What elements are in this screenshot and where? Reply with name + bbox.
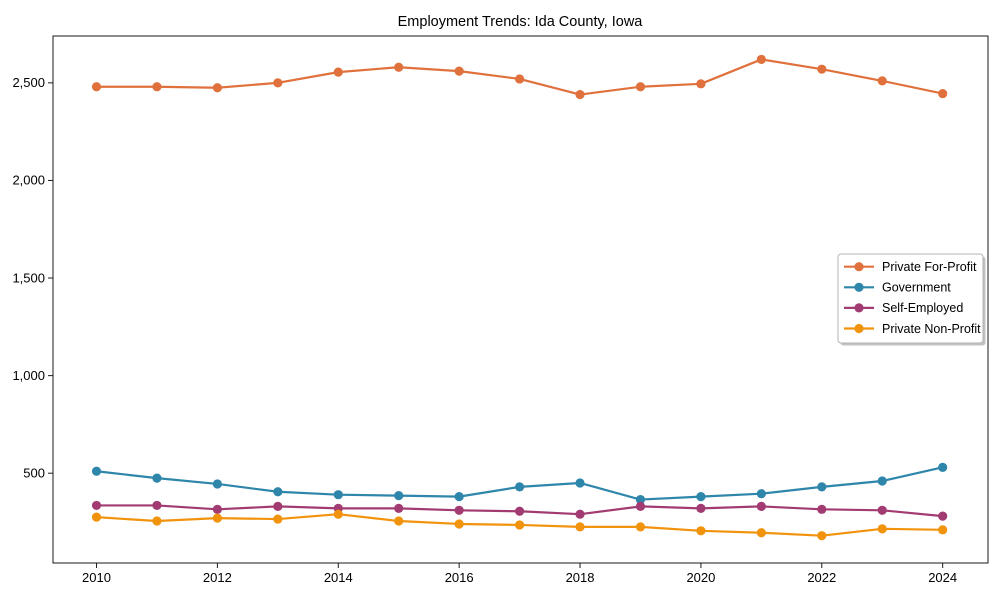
- data-point-private-non-profit-2011: [152, 516, 162, 526]
- data-point-self-employed-2011: [152, 500, 162, 511]
- data-point-private-non-profit-2010: [91, 512, 102, 522]
- data-point-government-2016: [454, 492, 464, 502]
- x-tick-label: 2012: [203, 570, 232, 585]
- data-point-self-employed-2022: [817, 504, 827, 514]
- data-point-private-non-profit-2023: [877, 524, 887, 534]
- legend-entry-government: Government: [844, 281, 951, 295]
- x-tick-label: 2014: [324, 570, 353, 585]
- legend-marker-private-for-profit: [854, 262, 864, 272]
- data-point-private-for-profit-2022: [817, 64, 827, 74]
- data-point-government-2015: [394, 491, 404, 501]
- data-point-government-2018: [575, 478, 585, 488]
- data-point-private-for-profit-2018: [575, 89, 585, 100]
- legend-entry-self-employed: Self-Employed: [844, 301, 963, 315]
- y-axis-ticks: 500 1,000 1,500 2,000 2,500: [12, 75, 53, 481]
- data-point-self-employed-2023: [877, 505, 887, 515]
- data-point-self-employed-2018: [575, 509, 585, 519]
- legend-entry-private-for-profit: Private For-Profit: [844, 260, 977, 274]
- legend: Private For-Profit Government Self-Employe…: [837, 253, 986, 346]
- data-point-self-employed-2013: [273, 501, 283, 511]
- data-point-self-employed-2016: [454, 505, 464, 515]
- data-point-private-for-profit-2014: [333, 67, 343, 77]
- series-private-non-profit: [91, 509, 948, 541]
- data-point-private-for-profit-2023: [877, 76, 887, 86]
- data-point-government-2014: [333, 490, 343, 500]
- legend-label-government: Government: [882, 281, 951, 295]
- x-axis-ticks: 2010 2012 2014 2016 2018 2020 2022 2024: [82, 563, 957, 585]
- data-point-private-non-profit-2015: [394, 516, 404, 526]
- x-tick-label: 2016: [445, 570, 474, 585]
- data-point-private-non-profit-2022: [817, 531, 827, 541]
- x-tick-label: 2018: [566, 570, 595, 585]
- data-point-private-non-profit-2017: [514, 520, 525, 530]
- legend-marker-self-employed: [854, 303, 864, 313]
- legend-marker-private-non-profit: [854, 323, 864, 334]
- data-point-self-employed-2021: [756, 501, 766, 511]
- data-point-private-for-profit-2020: [696, 79, 706, 89]
- data-point-government-2020: [696, 492, 706, 502]
- x-tick-label: 2020: [686, 570, 715, 585]
- legend-entry-private-non-profit: Private Non-Profit: [844, 322, 981, 336]
- legend-label-self-employed: Self-Employed: [882, 301, 963, 315]
- data-point-self-employed-2012: [212, 504, 222, 514]
- data-point-government-2010: [91, 466, 102, 476]
- y-tick-label: 1,500: [12, 270, 45, 285]
- data-point-private-non-profit-2021: [756, 528, 766, 538]
- data-point-private-non-profit-2013: [273, 514, 283, 524]
- data-point-private-for-profit-2016: [454, 66, 464, 76]
- data-point-private-non-profit-2020: [696, 526, 706, 536]
- y-tick-label: 2,500: [12, 75, 45, 90]
- data-point-private-non-profit-2018: [575, 522, 585, 532]
- data-point-private-for-profit-2013: [273, 78, 283, 88]
- chart-title: Employment Trends: Ida County, Iowa: [398, 14, 644, 30]
- data-point-government-2013: [273, 487, 283, 497]
- data-point-private-for-profit-2012: [212, 83, 222, 93]
- axes-frame: [52, 35, 989, 564]
- data-point-government-2012: [212, 479, 222, 489]
- data-point-self-employed-2010: [91, 500, 102, 511]
- data-point-private-for-profit-2021: [756, 54, 766, 65]
- data-point-private-non-profit-2024: [938, 525, 948, 535]
- data-point-private-for-profit-2019: [635, 82, 646, 92]
- data-point-private-for-profit-2024: [938, 88, 948, 99]
- data-point-government-2017: [514, 482, 525, 492]
- y-tick-label: 2,000: [12, 173, 45, 188]
- data-point-government-2011: [152, 473, 162, 483]
- data-point-government-2021: [756, 489, 766, 499]
- data-point-self-employed-2024: [938, 511, 948, 521]
- data-point-private-non-profit-2019: [635, 522, 646, 532]
- data-point-private-non-profit-2014: [333, 509, 343, 519]
- data-point-government-2022: [817, 482, 827, 492]
- y-tick-label: 500: [23, 466, 45, 481]
- data-point-private-for-profit-2010: [91, 82, 102, 92]
- y-tick-label: 1,000: [12, 368, 45, 383]
- x-tick-label: 2022: [807, 570, 836, 585]
- legend-marker-government: [854, 282, 864, 292]
- data-point-self-employed-2019: [635, 501, 646, 511]
- data-point-private-non-profit-2012: [212, 513, 222, 523]
- legend-label-private-for-profit: Private For-Profit: [882, 260, 977, 274]
- data-point-government-2023: [877, 476, 887, 486]
- data-point-private-for-profit-2011: [152, 82, 162, 92]
- series-government: [91, 462, 948, 505]
- data-point-self-employed-2017: [514, 506, 525, 516]
- data-point-private-for-profit-2015: [394, 62, 404, 72]
- data-point-self-employed-2020: [696, 503, 706, 513]
- x-tick-label: 2024: [928, 570, 957, 585]
- series-private-for-profit: [91, 54, 948, 100]
- legend-label-private-non-profit: Private Non-Profit: [882, 322, 981, 336]
- legend-frame: [837, 253, 984, 344]
- x-tick-label: 2010: [82, 570, 111, 585]
- data-point-government-2024: [938, 462, 948, 472]
- data-point-private-for-profit-2017: [514, 74, 525, 84]
- series-self-employed: [91, 500, 948, 521]
- data-point-self-employed-2015: [394, 503, 404, 513]
- data-point-private-non-profit-2016: [454, 519, 464, 529]
- data-point-government-2019: [635, 494, 646, 505]
